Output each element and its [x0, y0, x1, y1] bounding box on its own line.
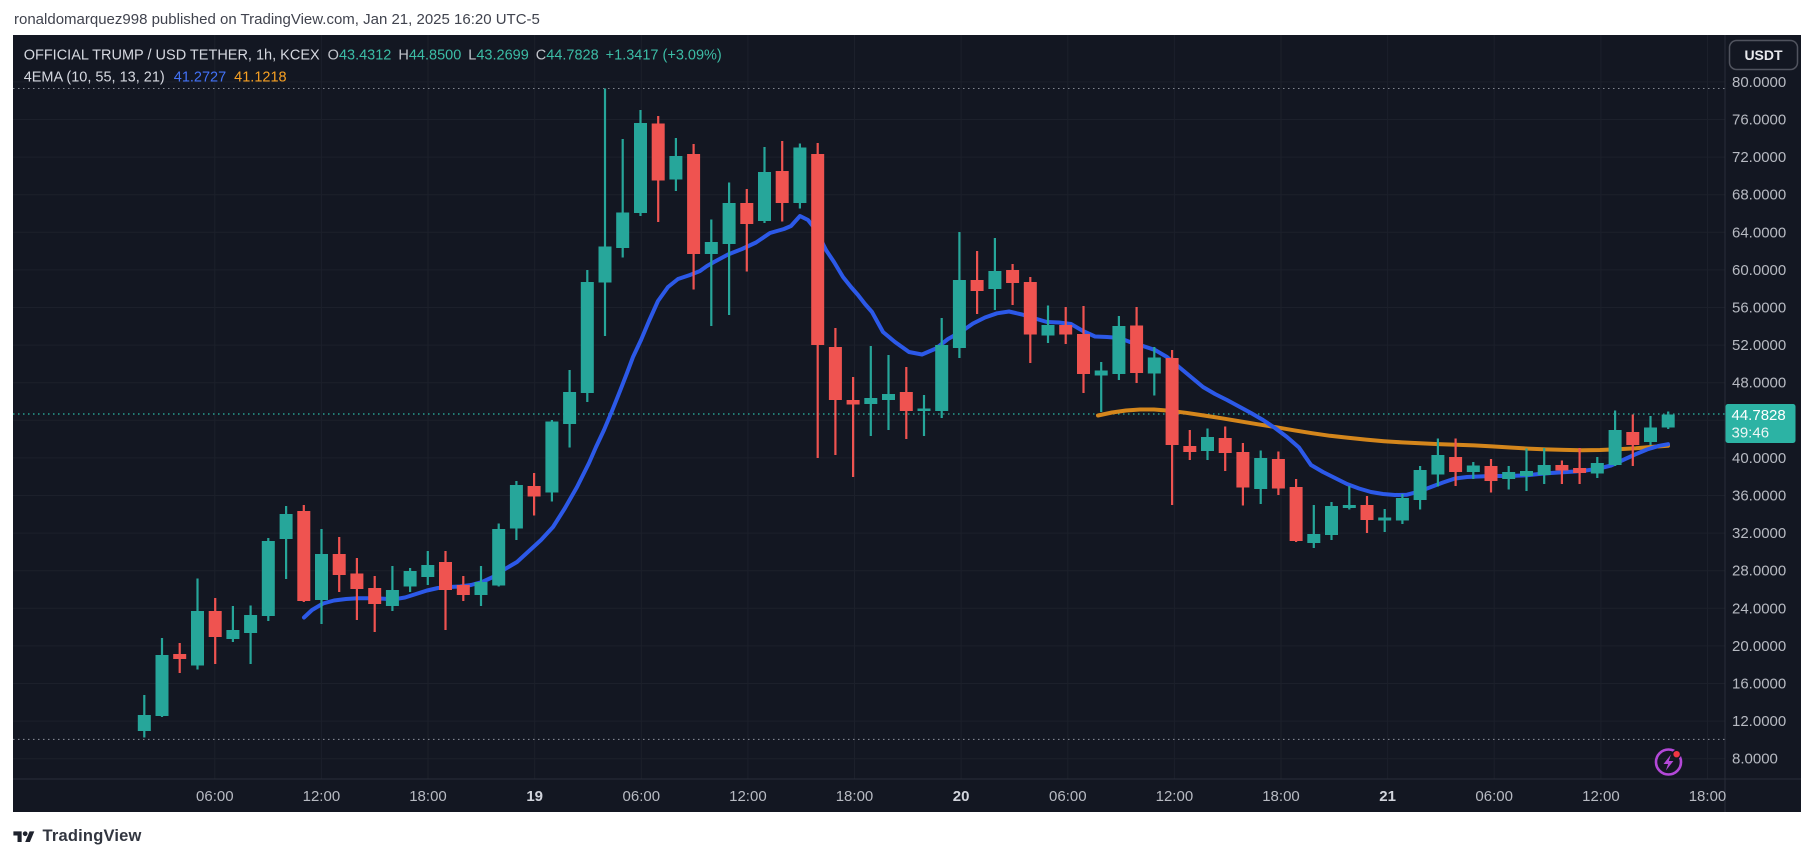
svg-text:06:00: 06:00 — [1475, 788, 1513, 805]
svg-text:64.0000: 64.0000 — [1732, 224, 1786, 241]
svg-text:12:00: 12:00 — [1582, 788, 1620, 805]
svg-text:21: 21 — [1379, 788, 1396, 805]
svg-text:19: 19 — [526, 788, 543, 805]
svg-text:44.7828: 44.7828 — [1732, 407, 1786, 424]
svg-text:68.0000: 68.0000 — [1732, 187, 1786, 204]
svg-text:12.0000: 12.0000 — [1732, 713, 1786, 730]
svg-text:18:00: 18:00 — [836, 788, 874, 805]
svg-text:39:46: 39:46 — [1732, 425, 1770, 442]
svg-text:06:00: 06:00 — [196, 788, 234, 805]
svg-text:8.0000: 8.0000 — [1732, 751, 1778, 768]
svg-text:12:00: 12:00 — [1156, 788, 1194, 805]
svg-text:18:00: 18:00 — [1689, 788, 1727, 805]
svg-text:60.0000: 60.0000 — [1732, 262, 1786, 279]
svg-text:06:00: 06:00 — [1049, 788, 1087, 805]
svg-text:20.0000: 20.0000 — [1732, 638, 1786, 655]
svg-text:52.0000: 52.0000 — [1732, 337, 1786, 354]
svg-text:OFFICIAL TRUMP / USD TETHER, 1: OFFICIAL TRUMP / USD TETHER, 1h, KCEX O43… — [24, 48, 722, 64]
svg-text:USDT: USDT — [1744, 47, 1783, 63]
svg-text:12:00: 12:00 — [303, 788, 341, 805]
svg-text:76.0000: 76.0000 — [1732, 112, 1786, 129]
svg-text:06:00: 06:00 — [623, 788, 661, 805]
svg-text:72.0000: 72.0000 — [1732, 149, 1786, 166]
svg-text:24.0000: 24.0000 — [1732, 600, 1786, 617]
svg-text:20: 20 — [953, 788, 970, 805]
svg-text:36.0000: 36.0000 — [1732, 488, 1786, 505]
svg-text:56.0000: 56.0000 — [1732, 300, 1786, 317]
svg-text:18:00: 18:00 — [1262, 788, 1300, 805]
svg-text:40.0000: 40.0000 — [1732, 450, 1786, 467]
svg-text:28.0000: 28.0000 — [1732, 563, 1786, 580]
svg-text:48.0000: 48.0000 — [1732, 375, 1786, 392]
svg-text:16.0000: 16.0000 — [1732, 676, 1786, 693]
svg-text:32.0000: 32.0000 — [1732, 525, 1786, 542]
svg-text:12:00: 12:00 — [729, 788, 767, 805]
svg-text:80.0000: 80.0000 — [1732, 74, 1786, 91]
svg-text:18:00: 18:00 — [409, 788, 447, 805]
